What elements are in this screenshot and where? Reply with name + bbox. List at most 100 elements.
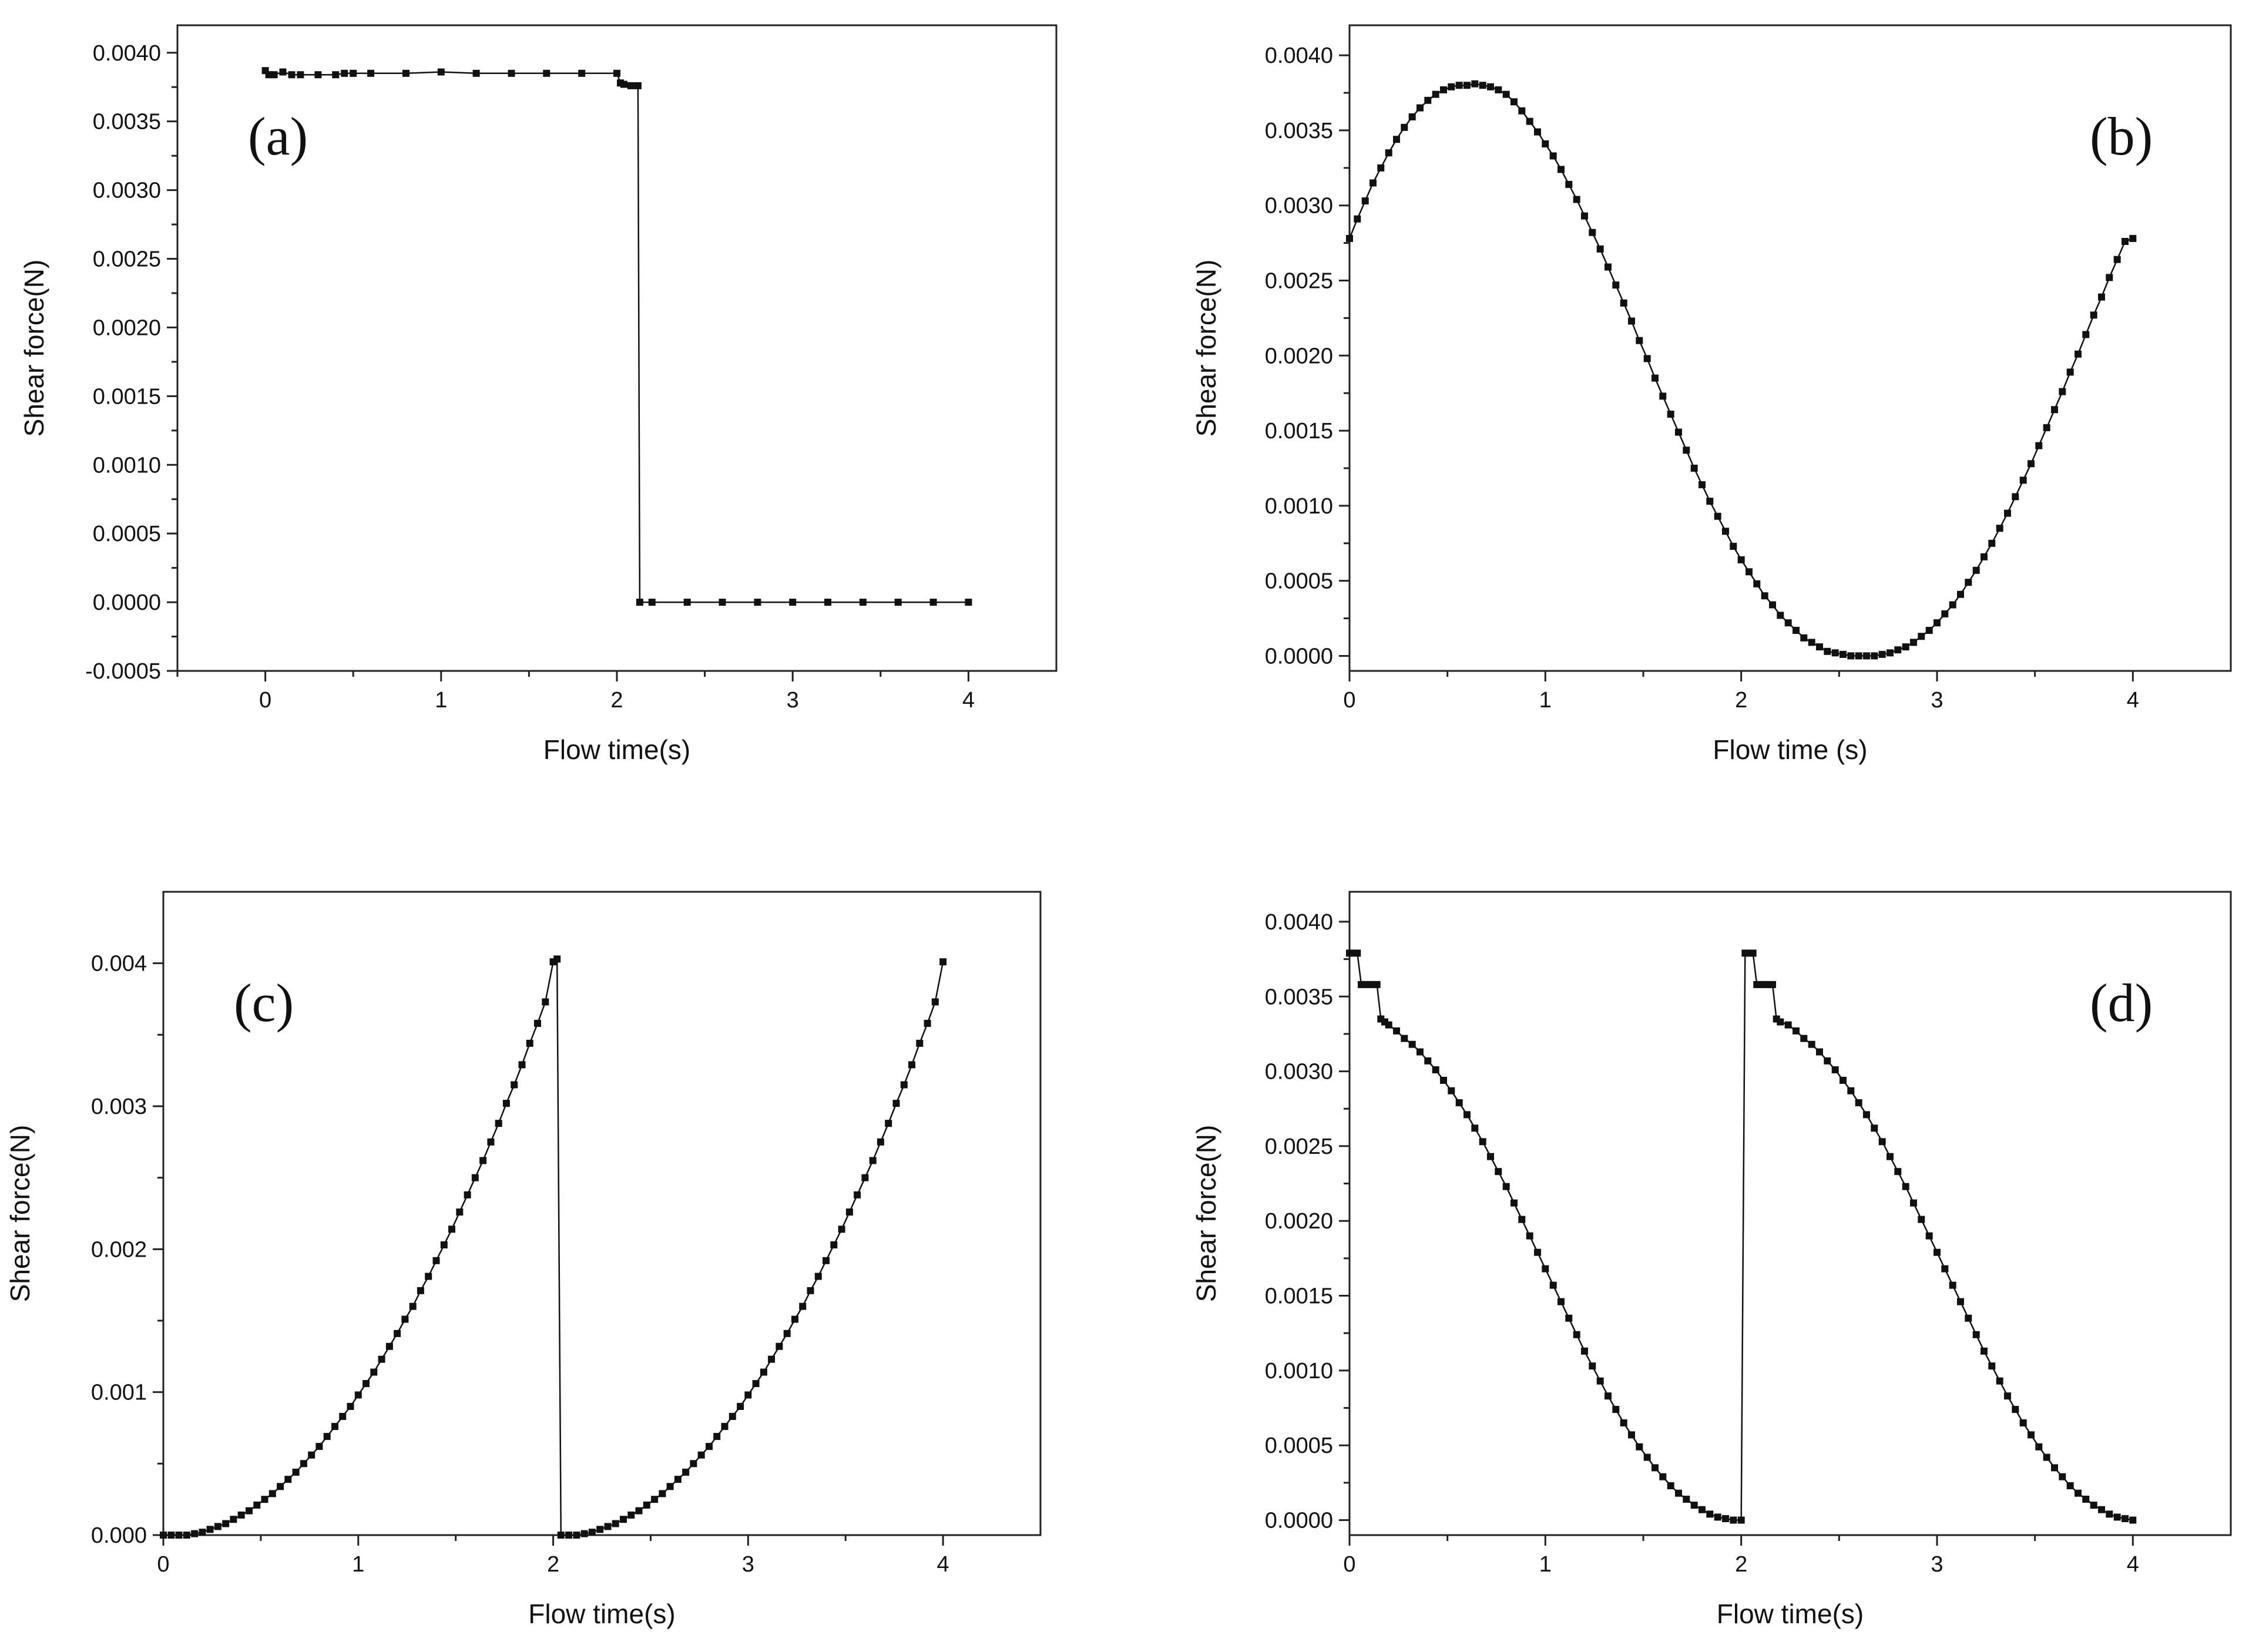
data-point	[900, 1081, 908, 1089]
data-point	[553, 955, 561, 963]
data-point	[1871, 652, 1878, 660]
data-point	[854, 1191, 861, 1198]
data-point	[425, 1272, 432, 1280]
data-point	[1581, 1347, 1588, 1355]
data-point	[1385, 149, 1392, 157]
data-point	[557, 1532, 565, 1539]
data-point	[502, 1100, 510, 1107]
data-point	[1589, 229, 1596, 236]
data-point	[2082, 331, 2090, 338]
data-point	[1495, 1168, 1502, 1176]
data-point	[1620, 1419, 1627, 1426]
data-point	[1463, 82, 1471, 89]
y-tick-label: 0.0020	[1265, 1209, 1333, 1234]
data-point	[2035, 1443, 2043, 1450]
data-point	[270, 71, 278, 79]
data-point	[1675, 428, 1682, 436]
data-point	[2051, 1464, 2058, 1472]
data-point	[277, 1483, 284, 1490]
data-point	[332, 71, 340, 79]
data-point	[315, 1443, 323, 1450]
data-point	[1918, 1216, 1925, 1223]
data-point	[659, 1490, 666, 1497]
data-point	[1408, 113, 1416, 120]
data-point	[924, 1019, 931, 1027]
y-tick-label: 0.0035	[1265, 985, 1333, 1009]
data-point	[1393, 136, 1400, 143]
data-point	[931, 998, 939, 1006]
data-point	[1549, 1281, 1557, 1289]
data-point	[1683, 1495, 1690, 1503]
data-point	[1440, 86, 1447, 93]
data-point	[1667, 1482, 1674, 1489]
data-point	[1730, 542, 1737, 550]
y-tick-label: 0.0000	[1265, 644, 1333, 669]
data-point	[1604, 1392, 1612, 1400]
data-point	[314, 71, 322, 79]
data-point	[1847, 652, 1855, 660]
data-point	[1761, 592, 1768, 600]
data-point	[1699, 1506, 1706, 1513]
data-point	[588, 1529, 596, 1536]
data-point	[1557, 1298, 1565, 1305]
data-point	[1949, 601, 1956, 609]
data-point	[690, 1460, 697, 1468]
data-point	[339, 1413, 347, 1420]
data-point	[861, 1174, 869, 1181]
data-point	[206, 1526, 214, 1533]
data-point	[1769, 601, 1776, 609]
data-point	[1824, 1057, 1831, 1065]
data-point	[1416, 1048, 1424, 1056]
y-tick-label: 0.0010	[93, 453, 161, 478]
data-point	[2122, 1515, 2129, 1522]
x-tick-label: 4	[937, 1552, 949, 1577]
y-tick-label: 0.0030	[1265, 1060, 1333, 1084]
x-tick-label: 2	[610, 688, 623, 713]
data-point	[627, 1511, 635, 1519]
data-point	[1714, 512, 1721, 520]
data-point	[1643, 355, 1651, 362]
data-point	[526, 1039, 533, 1047]
data-point	[495, 1120, 502, 1127]
data-point	[744, 1391, 752, 1399]
data-point	[635, 1507, 643, 1515]
data-point	[230, 1516, 237, 1523]
data-point	[487, 1138, 495, 1146]
y-tick-label: 0.0015	[93, 384, 161, 409]
data-point	[1878, 650, 1886, 658]
data-point	[2129, 1516, 2137, 1524]
data-point	[479, 1157, 487, 1164]
data-point	[648, 599, 656, 606]
data-point	[666, 1483, 674, 1490]
data-point	[1722, 528, 1729, 535]
data-point	[1887, 1153, 1894, 1160]
data-point	[1949, 1281, 1956, 1289]
data-point	[518, 1061, 526, 1069]
data-point	[683, 599, 691, 606]
data-point	[2113, 256, 2121, 263]
data-point	[1737, 556, 1745, 563]
data-point	[191, 1530, 199, 1537]
data-point	[1361, 197, 1369, 204]
data-point	[2035, 442, 2043, 449]
panel-label: (c)	[234, 973, 294, 1033]
data-point	[1502, 90, 1510, 98]
data-point	[2012, 493, 2019, 501]
data-point	[799, 1302, 807, 1310]
data-point	[385, 1342, 393, 1350]
data-point	[1730, 1516, 1737, 1524]
data-point	[464, 1191, 471, 1198]
data-point	[214, 1523, 221, 1530]
data-point	[308, 1451, 315, 1459]
data-point	[246, 1507, 253, 1515]
y-tick-label: -0.0005	[85, 659, 161, 684]
data-point	[2129, 234, 2137, 242]
series-line	[1348, 83, 2133, 657]
data-point	[1354, 215, 1361, 223]
data-point	[534, 1019, 541, 1027]
data-point	[1526, 117, 1533, 125]
data-point	[222, 1520, 230, 1527]
data-point	[1902, 643, 1909, 651]
data-point	[2012, 1406, 2019, 1413]
y-tick-label: 0.0015	[1265, 419, 1333, 444]
